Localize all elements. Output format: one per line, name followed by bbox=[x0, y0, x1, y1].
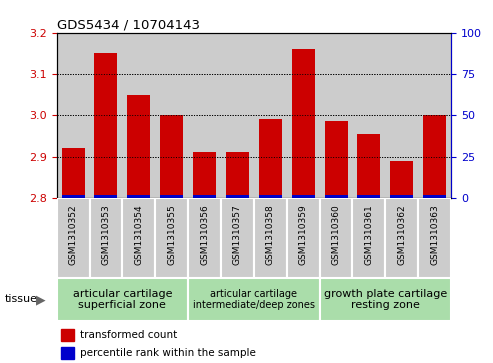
Bar bbox=[324, 195, 348, 198]
Bar bbox=[287, 33, 319, 198]
Bar bbox=[319, 33, 352, 198]
Bar bbox=[352, 198, 386, 278]
Bar bbox=[390, 161, 413, 198]
Text: GSM1310356: GSM1310356 bbox=[200, 204, 209, 265]
Text: GSM1310362: GSM1310362 bbox=[397, 204, 406, 265]
Bar bbox=[423, 115, 446, 198]
Text: articular cartilage
intermediate/deep zones: articular cartilage intermediate/deep zo… bbox=[193, 289, 315, 310]
Bar bbox=[390, 195, 413, 198]
Bar bbox=[259, 119, 282, 198]
Bar bbox=[221, 33, 254, 198]
Bar bbox=[155, 33, 188, 198]
Bar bbox=[62, 148, 85, 198]
Bar bbox=[259, 195, 282, 198]
Bar bbox=[57, 33, 90, 198]
Text: articular cartilage
superficial zone: articular cartilage superficial zone bbox=[72, 289, 172, 310]
Text: ▶: ▶ bbox=[35, 293, 45, 306]
Text: growth plate cartilage
resting zone: growth plate cartilage resting zone bbox=[324, 289, 447, 310]
Bar bbox=[95, 195, 117, 198]
Text: GSM1310354: GSM1310354 bbox=[135, 204, 143, 265]
Bar bbox=[357, 134, 381, 198]
Bar bbox=[188, 278, 319, 321]
Text: GSM1310352: GSM1310352 bbox=[69, 204, 77, 265]
Bar bbox=[188, 33, 221, 198]
Bar bbox=[352, 33, 386, 198]
Bar bbox=[160, 115, 183, 198]
Bar bbox=[61, 347, 74, 359]
Bar bbox=[188, 198, 221, 278]
Bar bbox=[292, 49, 315, 198]
Bar bbox=[62, 195, 85, 198]
Text: GSM1310358: GSM1310358 bbox=[266, 204, 275, 265]
Text: GSM1310353: GSM1310353 bbox=[102, 204, 110, 265]
Bar bbox=[386, 33, 418, 198]
Bar bbox=[254, 198, 287, 278]
Text: GSM1310357: GSM1310357 bbox=[233, 204, 242, 265]
Bar bbox=[61, 329, 74, 341]
Bar bbox=[287, 198, 319, 278]
Bar bbox=[57, 278, 188, 321]
Bar bbox=[122, 198, 155, 278]
Bar bbox=[95, 53, 117, 198]
Text: tissue: tissue bbox=[5, 294, 38, 305]
Bar bbox=[127, 95, 150, 198]
Bar bbox=[418, 33, 451, 198]
Bar bbox=[319, 198, 352, 278]
Bar bbox=[226, 195, 249, 198]
Bar bbox=[160, 195, 183, 198]
Bar bbox=[292, 195, 315, 198]
Bar bbox=[423, 195, 446, 198]
Text: percentile rank within the sample: percentile rank within the sample bbox=[80, 348, 256, 358]
Bar bbox=[90, 33, 122, 198]
Text: GSM1310359: GSM1310359 bbox=[299, 204, 308, 265]
Bar bbox=[324, 122, 348, 198]
Bar bbox=[193, 152, 216, 198]
Bar bbox=[386, 198, 418, 278]
Text: GSM1310363: GSM1310363 bbox=[430, 204, 439, 265]
Bar bbox=[418, 198, 451, 278]
Bar bbox=[226, 152, 249, 198]
Bar bbox=[221, 198, 254, 278]
Text: GSM1310355: GSM1310355 bbox=[167, 204, 176, 265]
Text: transformed count: transformed count bbox=[80, 330, 177, 340]
Text: GSM1310360: GSM1310360 bbox=[332, 204, 341, 265]
Bar bbox=[155, 198, 188, 278]
Bar bbox=[122, 33, 155, 198]
Bar bbox=[319, 278, 451, 321]
Bar bbox=[57, 198, 90, 278]
Text: GDS5434 / 10704143: GDS5434 / 10704143 bbox=[57, 19, 200, 32]
Bar bbox=[90, 198, 122, 278]
Text: GSM1310361: GSM1310361 bbox=[364, 204, 373, 265]
Bar bbox=[254, 33, 287, 198]
Bar bbox=[127, 195, 150, 198]
Bar bbox=[193, 195, 216, 198]
Bar bbox=[357, 195, 381, 198]
